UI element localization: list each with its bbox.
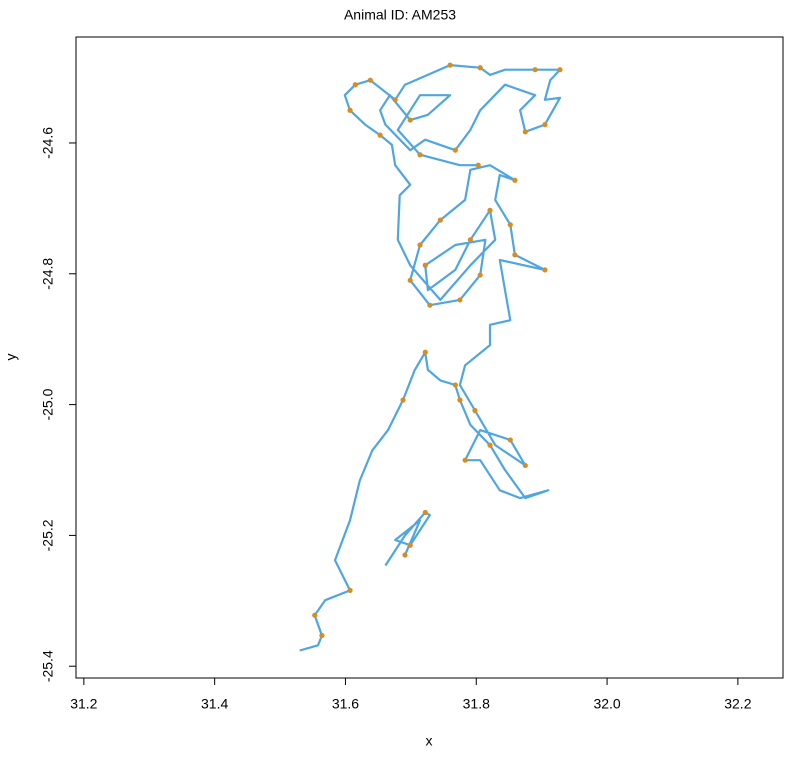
track-point: [422, 262, 428, 268]
track-point: [407, 117, 413, 123]
y-axis-label: y: [3, 354, 19, 361]
track-line: [299, 63, 562, 652]
track-point: [422, 349, 428, 355]
y-tick-label: -25.0: [40, 388, 56, 420]
y-tick-label: -24.8: [40, 258, 56, 290]
track-point: [352, 82, 358, 88]
track-point: [487, 442, 493, 448]
track-point: [347, 107, 353, 113]
y-tick-label: -25.4: [40, 650, 56, 682]
track-point: [377, 132, 383, 138]
track-point: [457, 297, 463, 303]
track-point: [347, 587, 353, 593]
track-point: [319, 632, 325, 639]
x-axis-label: x: [426, 733, 433, 749]
track-point: [477, 272, 483, 278]
track-point: [367, 77, 373, 83]
y-tick-label: -25.2: [40, 519, 56, 551]
track-point: [472, 407, 478, 414]
track-point: [477, 65, 483, 71]
track-point: [407, 277, 413, 283]
track-point: [512, 252, 518, 258]
track-point: [542, 267, 548, 273]
track-point: [507, 437, 513, 443]
track-point: [312, 612, 318, 618]
track-point: [407, 542, 413, 548]
track-point: [522, 129, 528, 135]
track-point: [452, 147, 458, 153]
track-point: [532, 67, 538, 73]
track-point: [542, 122, 548, 128]
track-point: [402, 552, 408, 558]
chart-title: Animal ID: AM253: [344, 7, 456, 23]
track-point: [522, 462, 528, 469]
track-point: [557, 67, 563, 73]
track-point: [422, 509, 428, 516]
track-point: [512, 177, 518, 183]
track-point: [487, 207, 493, 213]
track-point: [452, 382, 458, 388]
track-point: [437, 217, 443, 223]
x-tick-label: 31.6: [332, 696, 359, 712]
plot-frame: [75, 36, 784, 679]
track-point: [392, 97, 398, 103]
x-tick-label: 32.2: [724, 696, 751, 712]
track-point: [427, 302, 433, 308]
track-point: [507, 222, 513, 228]
track-point: [475, 162, 481, 168]
x-tick-label: 32.0: [593, 696, 620, 712]
track-point: [447, 62, 453, 68]
track-point: [417, 242, 423, 248]
track-point: [400, 397, 406, 403]
track-point: [462, 457, 468, 463]
y-tick-label: -24.6: [40, 127, 56, 159]
x-tick-label: 31.2: [70, 696, 97, 712]
track-point: [467, 237, 473, 243]
x-tick-label: 31.4: [201, 696, 228, 712]
x-tick-label: 31.8: [463, 696, 490, 712]
track-point: [457, 397, 463, 403]
track-point: [417, 152, 423, 158]
